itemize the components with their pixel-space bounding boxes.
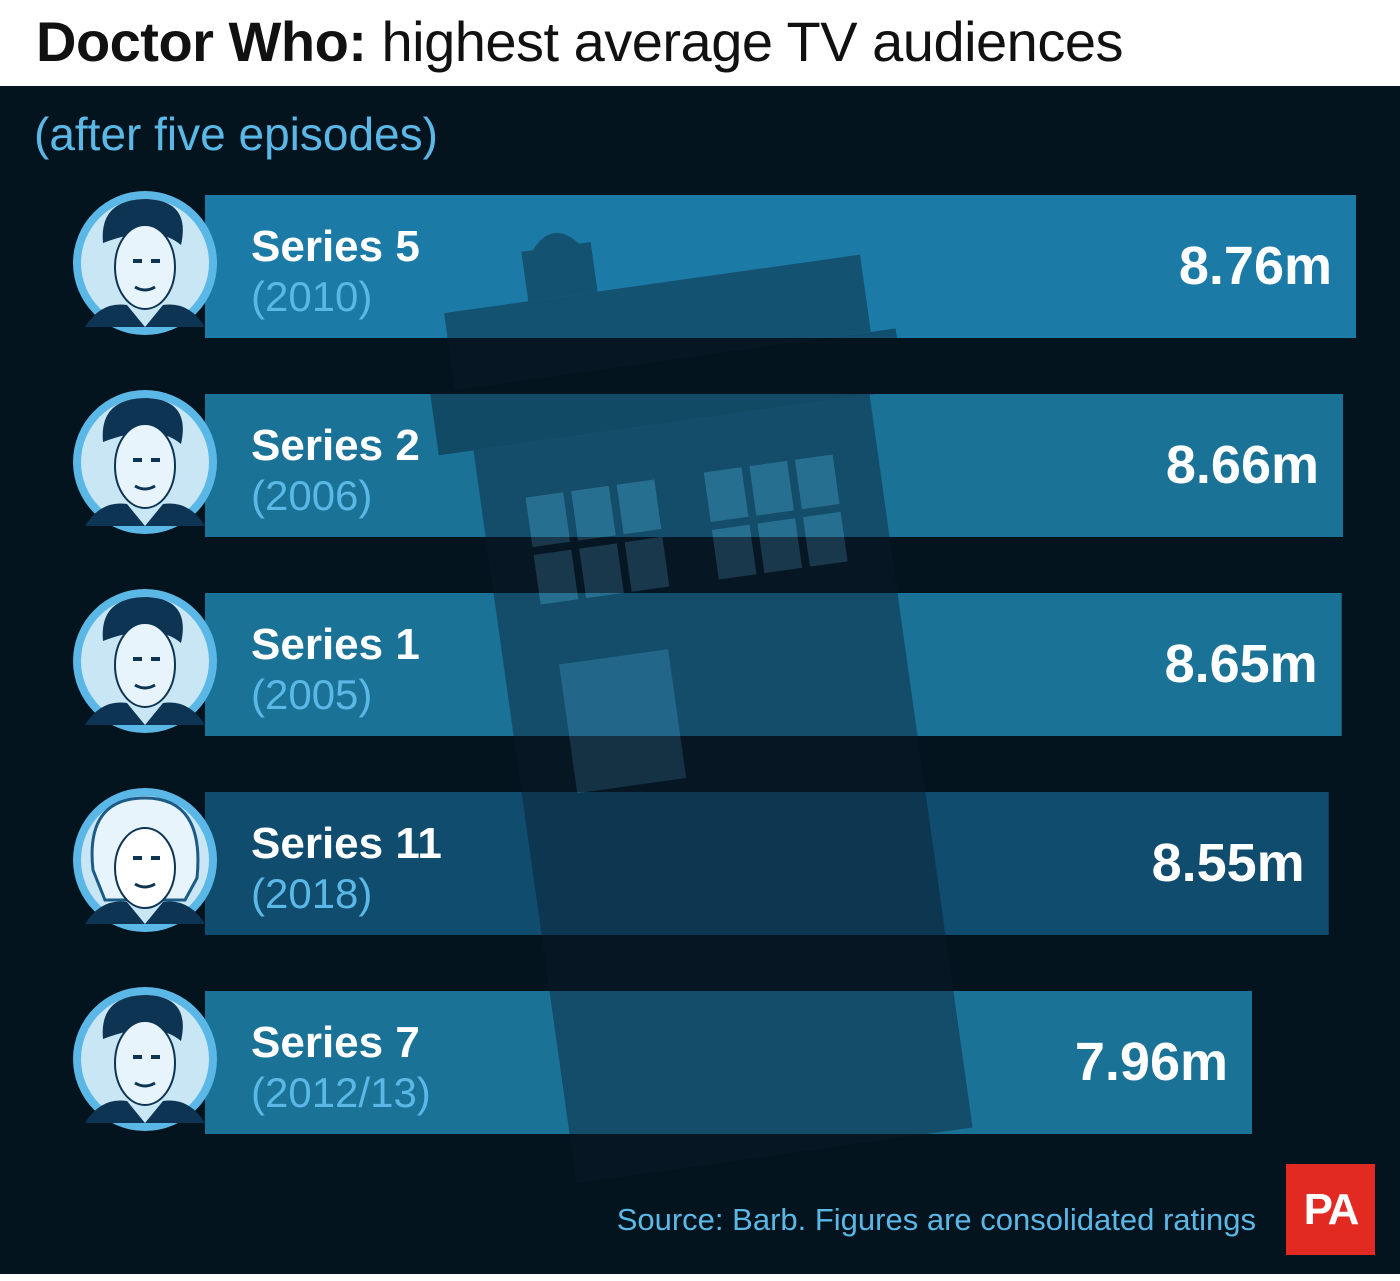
- bar-value-label: 8.55m: [1152, 833, 1305, 893]
- chart-subtitle: (after five episodes): [34, 108, 438, 160]
- chart-title: Doctor Who: highest average TV audiences: [36, 6, 1123, 78]
- bar-year-label: (2005): [251, 671, 372, 718]
- portraits-layer: [73, 191, 217, 1131]
- bar-value-label: 8.76m: [1179, 236, 1332, 296]
- ninth-doctor-portrait-icon: [73, 589, 217, 733]
- tardis-lamp: [531, 232, 582, 253]
- bar-category-label: Series 1: [251, 620, 420, 669]
- bar-category-label: Series 5: [251, 222, 420, 271]
- bar-5: [205, 991, 1252, 1134]
- chart-title-regular: highest average TV audiences: [381, 10, 1123, 73]
- eleventh-doctor-portrait-icon: [73, 191, 217, 335]
- bar-year-label: (2012/13): [251, 1069, 431, 1116]
- tardis-door-sign: [559, 649, 687, 794]
- bar-2: [205, 394, 1343, 537]
- pa-logo: PA: [1286, 1164, 1375, 1255]
- bar-value-label: 8.66m: [1166, 435, 1319, 495]
- pa-logo-text: PA: [1303, 1185, 1360, 1234]
- bar-year-label: (2018): [251, 870, 372, 917]
- bars-layer: [205, 195, 1356, 1134]
- bar-value-label: 8.65m: [1165, 634, 1318, 694]
- bottom-rule: [0, 1274, 1400, 1281]
- tardis-body: [473, 394, 973, 1184]
- tardis-roof: [444, 254, 871, 391]
- labels-layer: Series 5(2010) 8.76m Series 2(2006) 8.66m Se…: [251, 222, 1332, 1116]
- tardis-sign: [430, 328, 905, 456]
- bar-4: [205, 792, 1329, 935]
- bar-category-label: Series 11: [251, 819, 442, 868]
- bar-3: [205, 593, 1342, 736]
- thirteenth-doctor-portrait-icon: [73, 788, 217, 932]
- eleventh-doctor-portrait-icon: [73, 987, 217, 1131]
- tardis-lamp-base: [521, 242, 598, 302]
- title-bar: Doctor Who: highest average TV audiences: [0, 0, 1400, 86]
- tenth-doctor-portrait-icon: [73, 390, 217, 534]
- tardis-windows: [525, 454, 848, 605]
- bar-year-label: (2010): [251, 273, 372, 320]
- bar-category-label: Series 7: [251, 1018, 420, 1067]
- bar-value-label: 7.96m: [1075, 1032, 1228, 1092]
- tardis-silhouette: [430, 232, 973, 1184]
- bar-year-label: (2006): [251, 472, 372, 519]
- chart-title-bold: Doctor Who:: [36, 10, 367, 73]
- source-note: Source: Barb. Figures are consolidated r…: [616, 1202, 1256, 1237]
- bar-1: [205, 195, 1356, 338]
- bar-category-label: Series 2: [251, 421, 420, 470]
